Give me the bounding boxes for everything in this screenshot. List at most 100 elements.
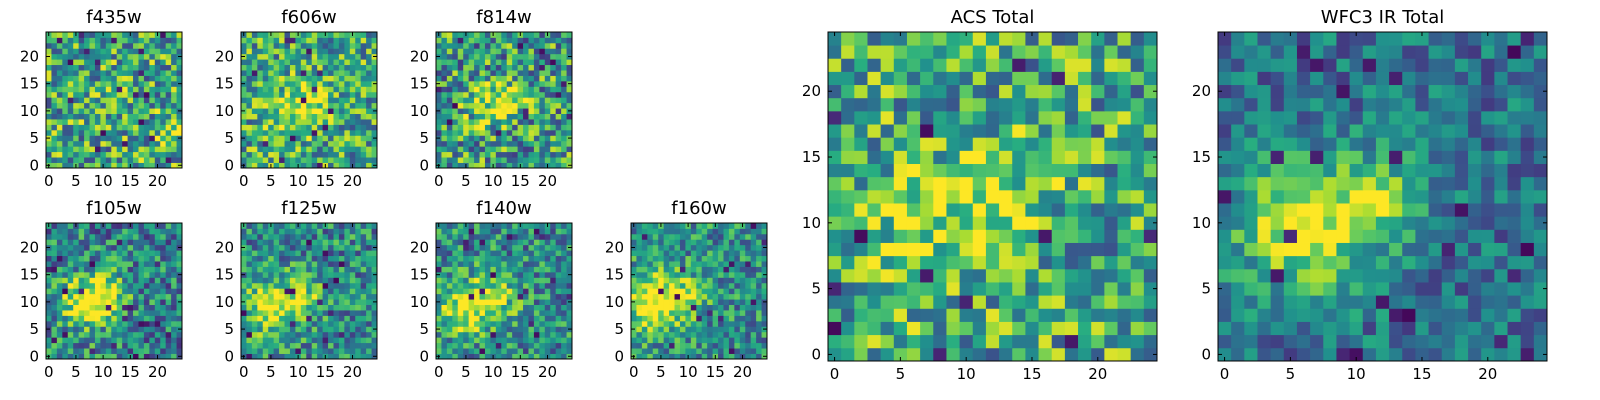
heatmap-cell: [734, 282, 741, 289]
heatmap-cell: [176, 124, 183, 131]
heatmap-cell: [89, 48, 96, 55]
heatmap-cell: [669, 326, 675, 333]
heatmap-cell: [111, 310, 118, 316]
heatmap-cell: [501, 70, 508, 76]
heatmap-cell: [561, 32, 567, 38]
heatmap-cell: [463, 315, 470, 322]
heatmap-cell: [528, 32, 535, 38]
heatmap-cell: [371, 293, 378, 300]
heatmap-cell: [484, 282, 491, 289]
heatmap-cell: [127, 228, 134, 235]
heatmap-cell: [696, 233, 703, 240]
heatmap-cell: [100, 48, 107, 55]
heatmap-cell: [306, 233, 313, 240]
heatmap-cell: [544, 91, 551, 98]
heatmap-cell: [78, 59, 85, 66]
heatmap-cell: [696, 271, 703, 278]
heatmap-cell: [149, 282, 156, 289]
heatmap-cell: [349, 315, 356, 322]
heatmap-cell: [468, 244, 475, 251]
heatmap-cell: [739, 348, 746, 354]
heatmap-cell: [495, 288, 502, 295]
heatmap-cell: [371, 348, 378, 354]
heatmap-cell: [457, 233, 464, 240]
heatmap-cell: [506, 239, 513, 246]
heatmap-cell: [268, 315, 275, 322]
heatmap-cell: [512, 157, 518, 163]
heatmap-cell: [533, 244, 540, 251]
heatmap-cell: [300, 37, 307, 44]
heatmap-cell: [289, 293, 296, 300]
heatmap-cell: [149, 266, 156, 273]
heatmap-cell: [111, 255, 118, 262]
heatmap-cell: [51, 266, 58, 273]
heatmap-cell: [322, 310, 329, 316]
heatmap-cell: [94, 293, 101, 300]
heatmap-cell: [165, 331, 172, 338]
heatmap-cell: [446, 108, 453, 114]
heatmap-cell: [506, 102, 513, 109]
heatmap-cell: [457, 348, 464, 354]
heatmap-cell: [328, 91, 334, 98]
heatmap-cell: [452, 337, 459, 344]
heatmap-cell: [1117, 229, 1132, 243]
heatmap-cell: [761, 331, 768, 338]
heatmap-cell: [517, 293, 524, 300]
heatmap-cell: [311, 353, 318, 360]
heatmap-cell: [349, 293, 356, 300]
heatmap-cell: [84, 282, 90, 289]
y-tick-label: 10: [20, 102, 39, 120]
heatmap-cell: [73, 108, 80, 114]
heatmap-cell: [474, 282, 480, 289]
heatmap-cell: [62, 326, 69, 333]
heatmap-cell: [523, 348, 529, 354]
heatmap-cell: [479, 97, 486, 104]
heatmap-cell: [317, 342, 323, 349]
heatmap-cell: [251, 299, 258, 305]
heatmap-cell: [122, 223, 128, 229]
heatmap-cell: [73, 337, 80, 344]
heatmap-cell: [46, 119, 52, 125]
heatmap-cell: [360, 304, 367, 311]
heatmap-cell: [84, 42, 90, 49]
heatmap-cell: [457, 80, 464, 87]
heatmap-cell: [176, 293, 183, 300]
heatmap-cell: [999, 229, 1013, 243]
heatmap-cell: [100, 108, 107, 114]
heatmap-cell: [528, 102, 535, 109]
heatmap-cell: [89, 223, 96, 229]
heatmap-cell: [154, 331, 161, 338]
heatmap-cell: [685, 261, 692, 267]
heatmap-cell: [133, 315, 139, 322]
heatmap-cell: [490, 42, 497, 49]
y-tick-label: 5: [614, 320, 624, 338]
heatmap-cell: [355, 353, 362, 360]
heatmap-cell: [528, 266, 535, 273]
heatmap-cell: [322, 320, 329, 327]
heatmap-cell: [138, 129, 145, 136]
heatmap-cell: [539, 86, 546, 93]
heatmap-cell: [165, 37, 172, 44]
heatmap-cell: [160, 140, 167, 147]
heatmap-cell: [322, 244, 329, 251]
heatmap-cell: [67, 228, 74, 235]
heatmap-cell: [441, 255, 448, 262]
heatmap-cell: [160, 37, 167, 44]
heatmap-cell: [728, 353, 735, 360]
heatmap-cell: [1051, 295, 1066, 309]
heatmap-cell: [289, 124, 296, 131]
heatmap-cell: [739, 261, 746, 267]
heatmap-cell: [436, 337, 442, 344]
heatmap-cell: [62, 162, 69, 169]
heatmap-cell: [463, 304, 470, 311]
heatmap-cell: [78, 304, 85, 311]
heatmap-cell: [46, 151, 52, 158]
heatmap-cell: [506, 151, 513, 158]
heatmap-cell: [728, 293, 735, 300]
heatmap-cell: [555, 255, 562, 262]
heatmap-cell: [707, 255, 713, 262]
heatmap-cell: [452, 320, 459, 327]
heatmap-cell: [257, 64, 264, 71]
heatmap-cell: [100, 266, 107, 273]
heatmap-cell: [707, 277, 713, 284]
